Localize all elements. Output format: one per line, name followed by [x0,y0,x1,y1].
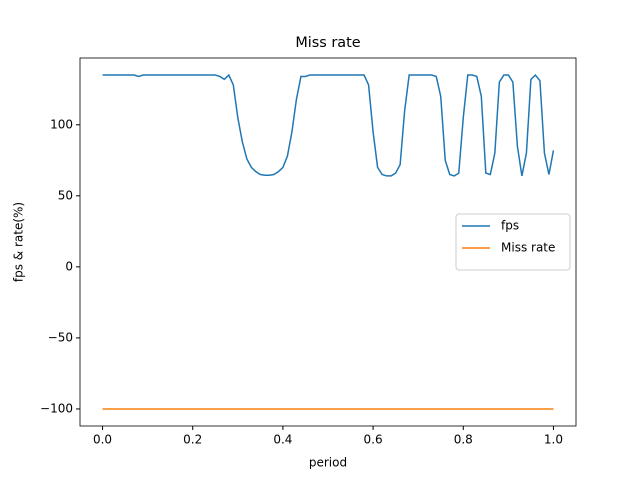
y-tick-label: −50 [48,330,73,344]
y-tick-label: −100 [40,401,73,415]
y-tick-label: 50 [58,188,73,202]
y-tick-label: 0 [65,259,73,273]
legend-box [455,213,571,271]
x-tick-label: 1.0 [544,433,563,447]
plot-frame [79,57,577,427]
x-tick-label: 0.8 [454,433,473,447]
legend-label: Miss rate [501,241,555,255]
x-tick-label: 0.6 [364,433,383,447]
line [102,73,555,177]
x-tick-label: 0.0 [93,433,112,447]
x-axis-label: period [309,456,347,470]
x-tick-label: 0.4 [273,433,292,447]
chart-title: Miss rate [295,35,360,51]
x-tick-label: 0.2 [183,433,202,447]
y-tick-label: 100 [50,117,73,131]
legend-label: fps [501,219,519,233]
y-axis-label: fps & rate(%) [12,202,26,282]
